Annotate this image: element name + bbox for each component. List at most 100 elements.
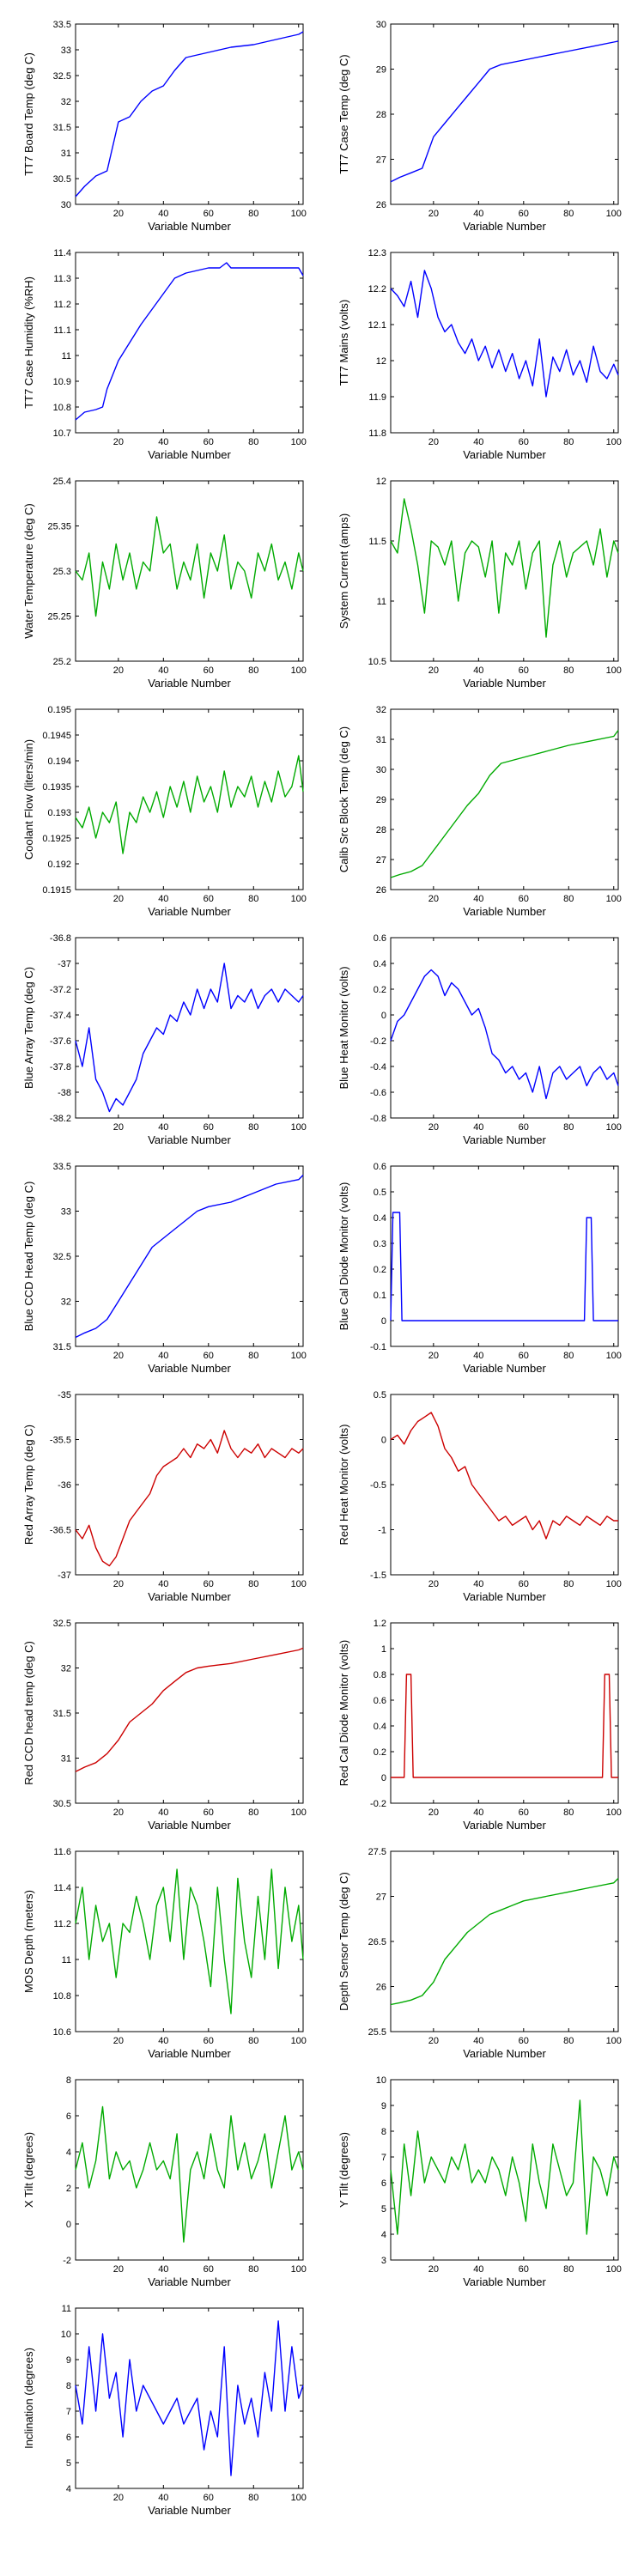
y-tick-label: 12.3 [368,248,386,258]
x-tick-label: 40 [473,1351,483,1361]
x-tick-label: 100 [291,1122,307,1133]
y-tick-label: 11.9 [368,392,386,403]
x-tick-label: 100 [606,209,622,219]
y-tick-label: 10.8 [53,403,71,413]
y-tick-label: -0.6 [370,1088,386,1098]
x-tick-label: 40 [158,1807,168,1818]
y-tick-label: -0.2 [370,1799,386,1809]
y-tick-label: 0.2 [374,985,386,995]
y-tick-label: 0.192 [47,860,71,870]
y-tick-label: 29 [376,65,386,76]
y-tick-label: 1.2 [374,1619,386,1629]
x-tick-label: 100 [291,1579,307,1589]
chart-panel-12: -0.1 0 0.1 0.2 0.3 0.4 0.5 0.6 20 40 60 80 100 Variab… [337,1162,622,1375]
x-tick-label: 80 [563,1351,574,1361]
x-axis-label: Variable Number [463,448,546,461]
chart-panel-19: -2 0 2 4 6 8 20 40 60 80 100 Variable Number X Tilt … [22,2075,307,2288]
y-tick-label: 0 [381,1773,386,1783]
series-line [390,730,619,878]
y-axis-label: X Tilt (degrees) [22,2132,35,2208]
y-tick-label: 30 [376,20,386,30]
x-tick-label: 60 [519,437,529,447]
x-tick-label: 80 [248,2264,258,2275]
y-tick-label: 6 [66,2433,71,2443]
y-tick-label: 0.1935 [42,782,71,793]
y-tick-label: 33 [61,1207,71,1218]
y-tick-label: -1 [378,1526,386,1536]
y-tick-label: 11.1 [53,325,71,336]
x-tick-label: 80 [563,437,574,447]
plot-frame [390,708,619,890]
chart-panel-6: 10.5 11 11.5 12 20 40 60 80 100 Variable Number Sy… [337,477,622,690]
x-tick-label: 40 [158,894,168,904]
y-tick-label: 0.3 [374,1239,386,1249]
chart-panel-14: -1.5 -1 -0.5 0 0.5 20 40 60 80 100 Variable Number… [337,1390,622,1603]
y-tick-label: 32.5 [53,1619,71,1629]
x-tick-label: 100 [291,2493,307,2503]
x-axis-label: Variable Number [148,448,231,461]
y-tick-label: -36.5 [50,1526,71,1536]
y-tick-label: 9 [381,2101,386,2111]
y-tick-label: 11.4 [53,248,71,258]
chart-panel-9: -38.2 -38 -37.8 -37.6 -37.4 -37.2 -37 -36.8 20 40… [22,933,307,1146]
x-axis-label: Variable Number [463,2047,546,2060]
x-tick-label: 80 [563,894,574,904]
x-axis-label: Variable Number [148,1133,231,1146]
x-tick-label: 60 [204,1579,214,1589]
y-tick-label: 32.5 [53,1252,71,1262]
x-tick-label: 40 [158,2264,168,2275]
x-tick-label: 80 [563,2264,574,2275]
x-tick-label: 60 [519,1579,529,1589]
y-axis-label: Red Heat Monitor (volts) [337,1425,350,1546]
x-tick-label: 60 [519,2264,529,2275]
y-tick-label: 12.2 [368,284,386,295]
x-tick-label: 80 [248,894,258,904]
y-tick-label: 11 [62,1955,71,1965]
y-axis-label: TT7 Board Temp (deg C) [22,52,35,176]
x-tick-label: 60 [204,894,214,904]
y-tick-label: 11.8 [368,428,386,439]
x-tick-label: 20 [113,2264,124,2275]
y-tick-label: 28 [376,110,386,120]
x-tick-label: 60 [204,2036,214,2046]
y-tick-label: 0.5 [374,1390,386,1400]
x-axis-label: Variable Number [148,1362,231,1375]
series-line [75,2105,304,2243]
y-tick-label: 12.1 [368,320,386,331]
x-tick-label: 80 [248,665,258,676]
y-axis-label: TT7 Case Temp (deg C) [337,54,350,173]
y-tick-label: 9 [66,2355,71,2366]
plot-frame [390,1165,619,1347]
chart-panel-15: 30.5 31 31.5 32 32.5 20 40 60 80 100 Variable Numb… [22,1619,307,1832]
y-tick-label: 5 [381,2204,386,2215]
y-tick-label: 11.5 [368,537,386,547]
x-tick-label: 60 [204,1351,214,1361]
y-tick-label: 0.1945 [42,731,71,741]
plot-frame [75,1394,304,1576]
x-axis-label: Variable Number [148,677,231,690]
y-tick-label: 31.5 [53,123,71,133]
x-tick-label: 60 [204,1122,214,1133]
y-tick-label: 7 [66,2407,71,2417]
x-tick-label: 20 [113,2036,124,2046]
y-tick-label: 10 [61,2330,71,2340]
plot-frame [390,1850,619,2032]
y-axis-label: Blue Cal Diode Monitor (volts) [337,1182,350,1331]
y-axis-label: TT7 Mains (volts) [337,300,350,386]
x-tick-label: 40 [473,894,483,904]
chart-panel-3: 10.7 10.8 10.9 11 11.1 11.2 11.3 11.4 20 40 60 80 10… [22,248,307,461]
chart-panel-5: 25.2 25.25 25.3 25.35 25.4 20 40 60 80 100 Variabl… [22,477,307,690]
x-tick-label: 40 [473,1807,483,1818]
x-tick-label: 60 [519,209,529,219]
x-tick-label: 40 [473,665,483,676]
y-tick-label: 30 [376,765,386,775]
plot-frame [390,937,619,1119]
series-line [75,1430,304,1567]
plot-frame [75,937,304,1119]
y-tick-label: 11 [377,597,386,607]
series-line [75,1175,304,1339]
x-tick-label: 80 [248,1579,258,1589]
x-axis-label: Variable Number [148,220,231,233]
y-tick-label: 32 [61,1297,71,1308]
